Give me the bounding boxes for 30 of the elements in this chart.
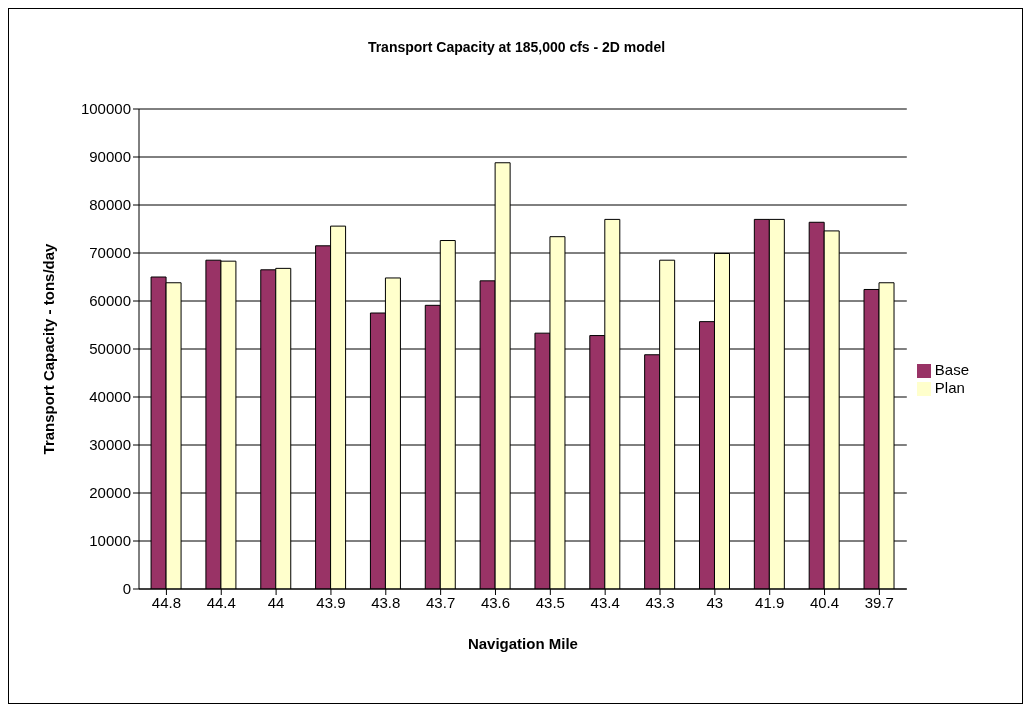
y-axis-title: Transport Capacity - tons/day xyxy=(40,242,58,455)
y-tick-label: 30000 xyxy=(89,436,131,454)
x-axis-title: Navigation Mile xyxy=(467,635,578,652)
legend-label: Plan xyxy=(934,379,965,396)
x-tick-label: 44 xyxy=(267,593,285,611)
x-tick-label: 39.7 xyxy=(864,593,894,611)
y-tick-label: 50000 xyxy=(89,340,131,358)
x-tick-label: 43.6 xyxy=(480,593,511,611)
y-tick-label: 10000 xyxy=(89,532,131,550)
legend-label: Base xyxy=(934,361,969,378)
y-tick-label: 100000 xyxy=(80,100,131,118)
x-tick-label: 43 xyxy=(706,593,724,611)
x-tick-label: 43.3 xyxy=(645,593,675,611)
y-tick-label: 80000 xyxy=(89,196,131,214)
x-tick-label: 43.9 xyxy=(316,593,346,611)
y-tick-label: 90000 xyxy=(89,148,131,166)
y-tick-label: 70000 xyxy=(89,244,131,262)
x-tick-label: 43.8 xyxy=(371,593,401,611)
x-tick-label: 44.8 xyxy=(151,593,182,611)
y-tick-label: 20000 xyxy=(89,484,131,502)
x-tick-label: 41.9 xyxy=(755,593,785,611)
x-tick-label: 43.4 xyxy=(590,593,620,611)
x-tick-label: 43.7 xyxy=(426,593,456,611)
x-tick-label: 44.4 xyxy=(206,593,236,611)
x-tick-label: 40.4 xyxy=(809,593,840,611)
chart-title: Transport Capacity at 185,000 cfs - 2D model xyxy=(366,39,667,55)
x-tick-label: 43.5 xyxy=(535,593,565,611)
y-tick-label: 40000 xyxy=(89,388,131,406)
y-tick-label: 60000 xyxy=(89,292,131,310)
y-tick-label: 0 xyxy=(122,580,131,598)
